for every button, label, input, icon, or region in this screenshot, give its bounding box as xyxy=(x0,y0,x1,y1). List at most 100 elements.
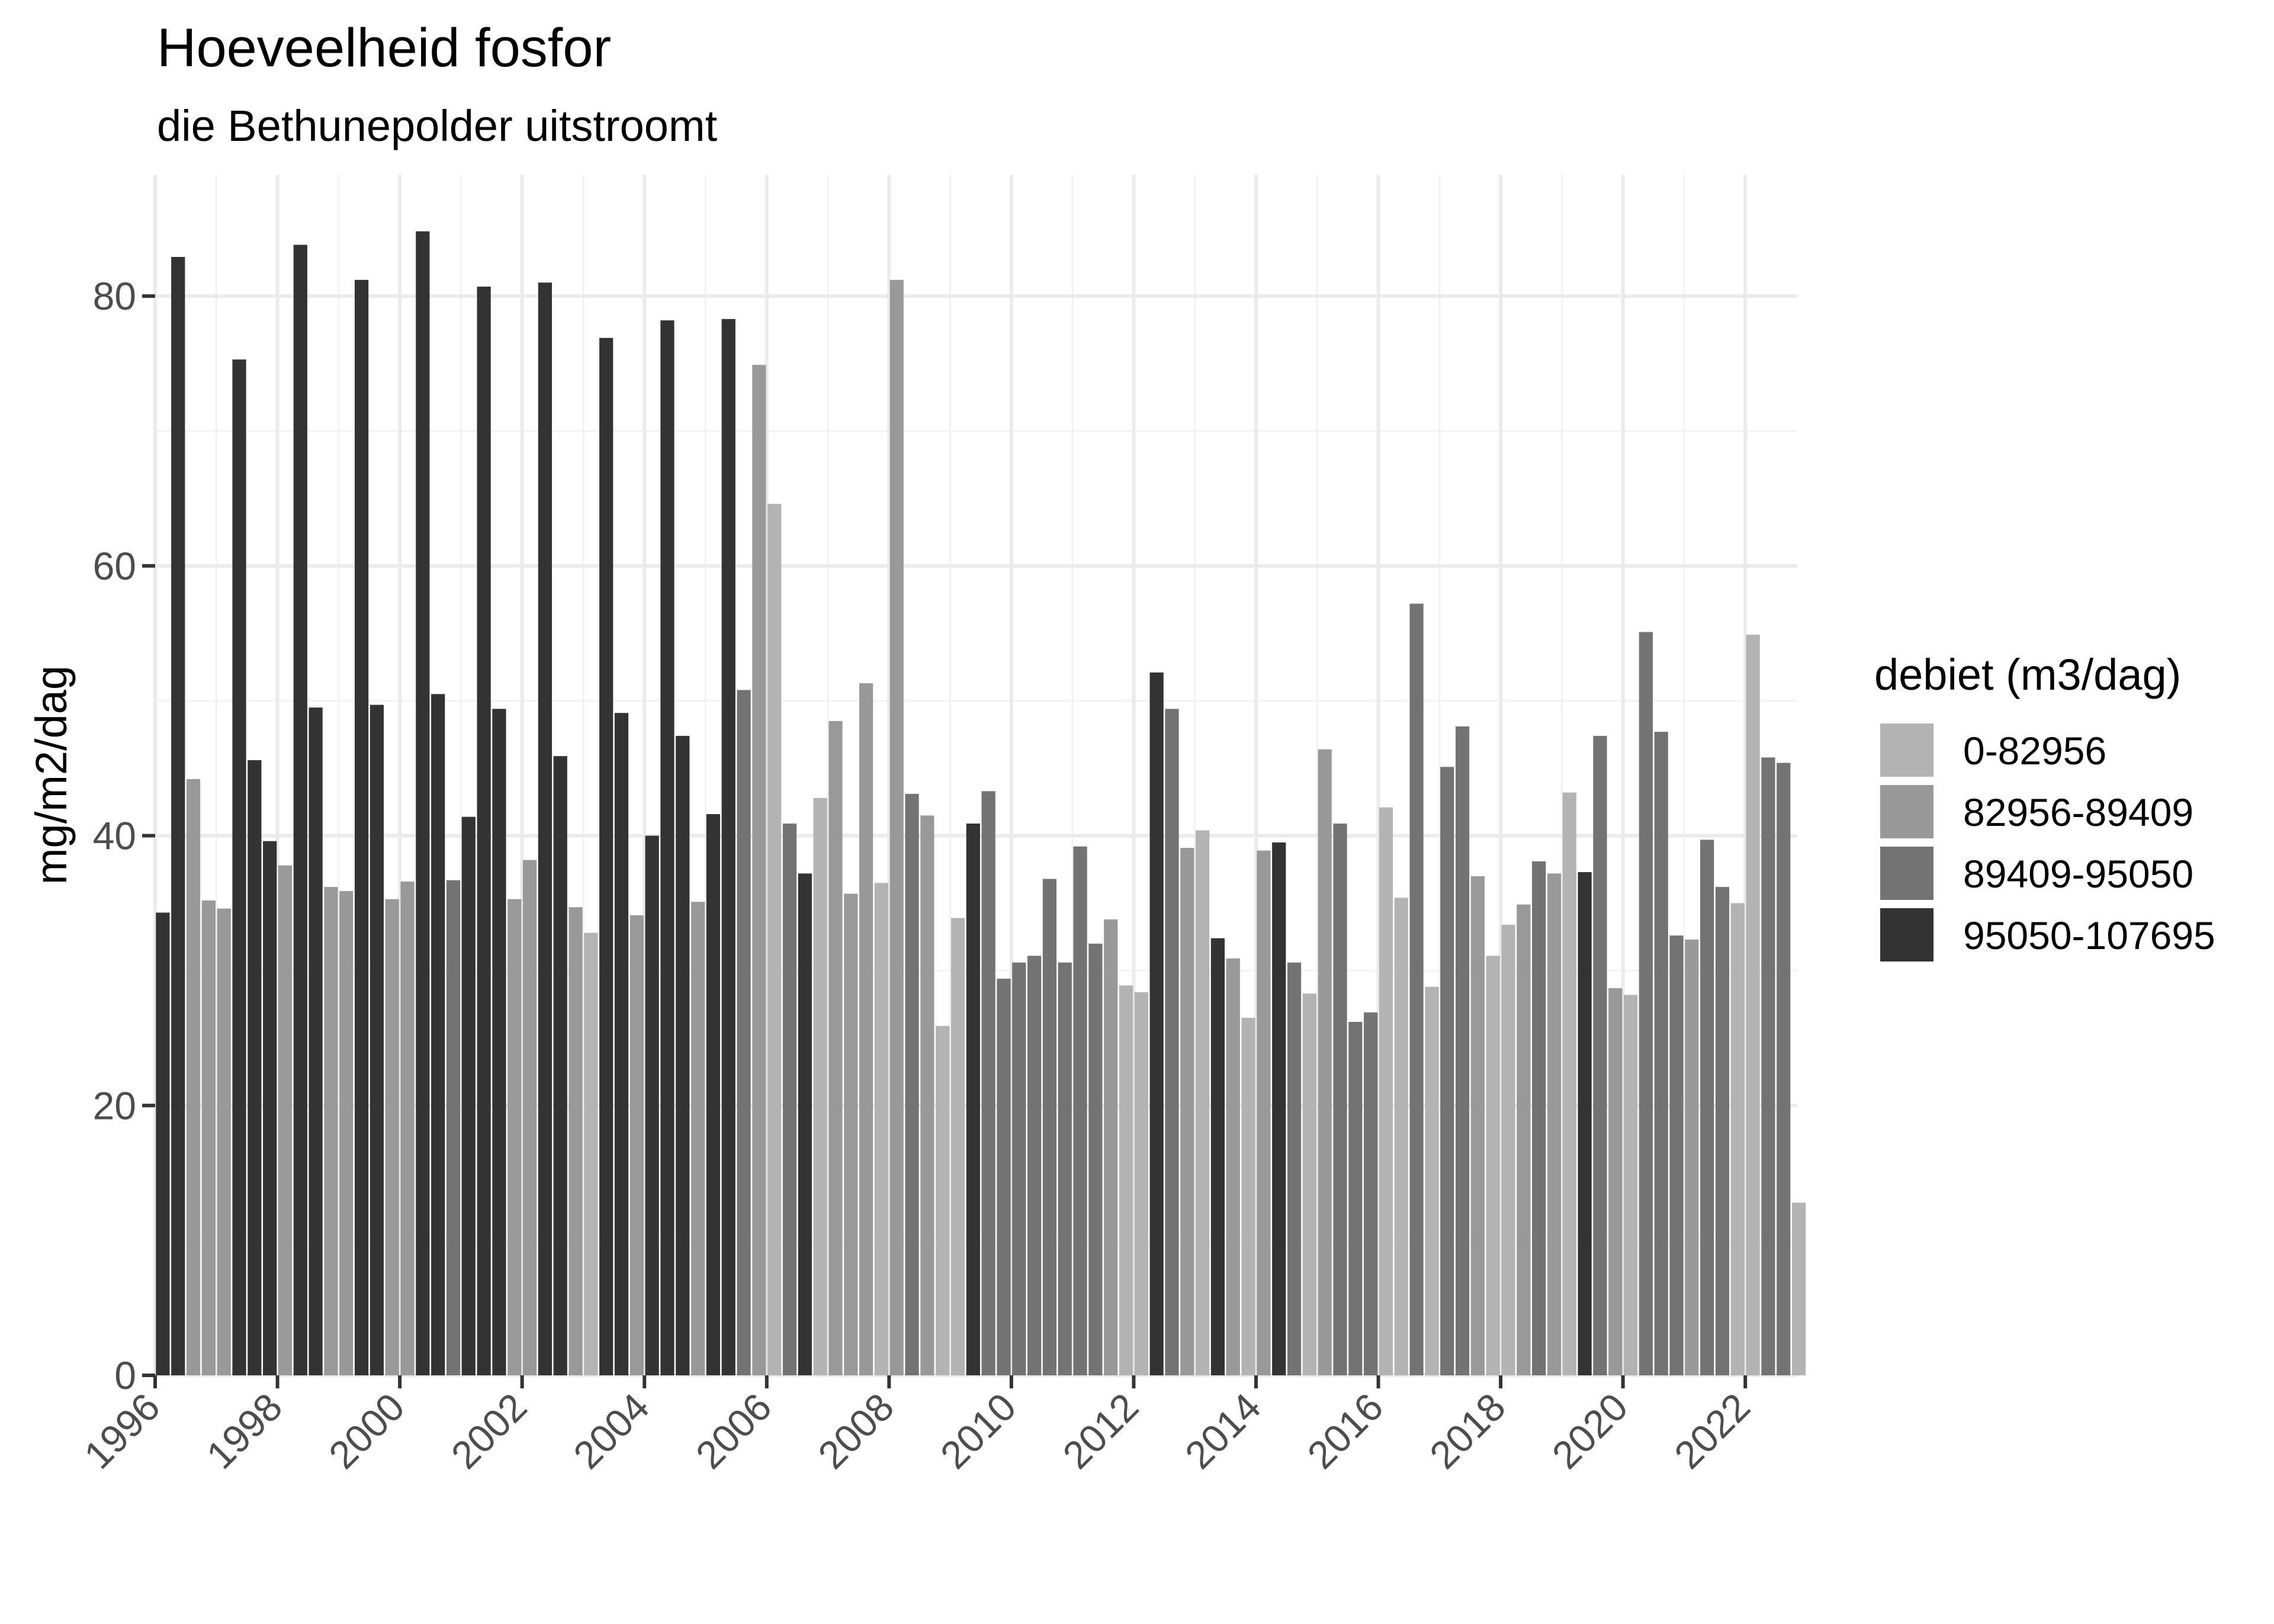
bar xyxy=(201,900,216,1375)
bar xyxy=(1761,757,1775,1375)
bar xyxy=(1272,842,1286,1375)
bar xyxy=(660,320,675,1375)
bar xyxy=(370,705,384,1375)
bar xyxy=(354,279,369,1375)
bar xyxy=(1578,872,1592,1375)
bar xyxy=(676,735,690,1375)
bar xyxy=(1364,1012,1378,1375)
bar xyxy=(1486,956,1500,1375)
bar xyxy=(905,793,919,1375)
bar xyxy=(217,908,231,1375)
bar xyxy=(1042,879,1057,1375)
bar xyxy=(1073,846,1087,1375)
bar xyxy=(1012,962,1026,1375)
legend-label: 89409-95050 xyxy=(1963,852,2193,896)
bar xyxy=(248,760,262,1375)
bar xyxy=(1333,824,1347,1375)
bar xyxy=(278,865,293,1375)
bar xyxy=(966,824,980,1375)
bar xyxy=(477,287,491,1376)
x-tick-label: 2004 xyxy=(565,1385,657,1477)
bar xyxy=(584,932,598,1375)
bar xyxy=(156,912,170,1375)
legend-key xyxy=(1880,723,1933,777)
x-tick-label: 2014 xyxy=(1177,1385,1269,1477)
bar xyxy=(752,365,766,1375)
legend-key xyxy=(1880,785,1933,838)
bar xyxy=(706,814,721,1375)
bar xyxy=(1287,962,1302,1375)
x-tick-label: 2008 xyxy=(810,1385,902,1477)
bar xyxy=(1379,807,1393,1375)
bar xyxy=(844,893,858,1375)
bar xyxy=(1746,635,1760,1375)
bar xyxy=(522,860,537,1375)
y-axis-title: mg/m2/dag xyxy=(27,665,76,885)
bar xyxy=(416,231,430,1375)
bar xyxy=(737,690,751,1375)
bar xyxy=(1440,767,1454,1375)
legend-label: 0-82956 xyxy=(1963,729,2106,773)
bar xyxy=(1088,943,1103,1375)
bar xyxy=(645,835,659,1375)
bar xyxy=(508,899,522,1375)
bar xyxy=(1501,924,1515,1375)
bar xyxy=(1715,887,1730,1375)
bar xyxy=(721,319,735,1376)
bar xyxy=(309,708,323,1375)
bar xyxy=(1058,962,1072,1375)
bar xyxy=(767,503,782,1376)
bar xyxy=(813,797,827,1375)
chart-title: Hoeveelheid fosfor xyxy=(157,18,611,78)
x-tick-label: 2002 xyxy=(442,1385,535,1477)
bar xyxy=(1593,735,1607,1375)
x-tick-label: 2006 xyxy=(688,1385,780,1477)
bar xyxy=(1165,709,1179,1375)
legend-key xyxy=(1880,847,1933,900)
x-tick-label: 2012 xyxy=(1054,1385,1146,1477)
bar xyxy=(690,902,705,1375)
bar xyxy=(538,282,553,1376)
bar xyxy=(1257,850,1271,1375)
bar xyxy=(1394,898,1408,1375)
bar xyxy=(385,899,399,1375)
bar xyxy=(1669,935,1684,1375)
bar xyxy=(1027,956,1042,1375)
bar xyxy=(874,883,889,1375)
legend-title: debiet (m3/dag) xyxy=(1874,650,2181,699)
x-tick-label: 1996 xyxy=(76,1385,168,1477)
bar xyxy=(1685,939,1699,1375)
bar xyxy=(1134,992,1148,1375)
bar xyxy=(981,791,995,1375)
x-tick-label: 1998 xyxy=(198,1385,290,1477)
bar xyxy=(1104,919,1118,1375)
bar xyxy=(920,815,934,1375)
bar xyxy=(1241,1018,1255,1375)
legend-key xyxy=(1880,908,1933,961)
bar xyxy=(1608,988,1623,1375)
x-axis: 1996 1998 2000 2002 2004 2006 2008 2010 2012 2014… xyxy=(76,1375,1758,1477)
bar xyxy=(553,756,567,1375)
bar xyxy=(324,887,338,1375)
bar xyxy=(1517,904,1531,1375)
bar xyxy=(1302,993,1316,1375)
bar xyxy=(1532,861,1546,1375)
bar xyxy=(339,890,354,1375)
bar xyxy=(1455,726,1470,1375)
bar xyxy=(171,256,185,1375)
bar xyxy=(1730,903,1745,1375)
bar xyxy=(950,918,965,1375)
bar xyxy=(859,683,873,1375)
bar xyxy=(798,873,812,1375)
bar xyxy=(1639,632,1653,1375)
x-tick-label: 2018 xyxy=(1421,1385,1514,1477)
bar xyxy=(1562,792,1576,1375)
bar xyxy=(232,359,246,1375)
x-tick-label: 2020 xyxy=(1543,1385,1636,1477)
y-axis: 0 20 40 60 80 xyxy=(93,274,155,1397)
y-tick-label: 60 xyxy=(93,544,136,588)
chart-subtitle: die Bethunepolder uitstroomt xyxy=(157,101,718,150)
bar xyxy=(936,1025,950,1375)
